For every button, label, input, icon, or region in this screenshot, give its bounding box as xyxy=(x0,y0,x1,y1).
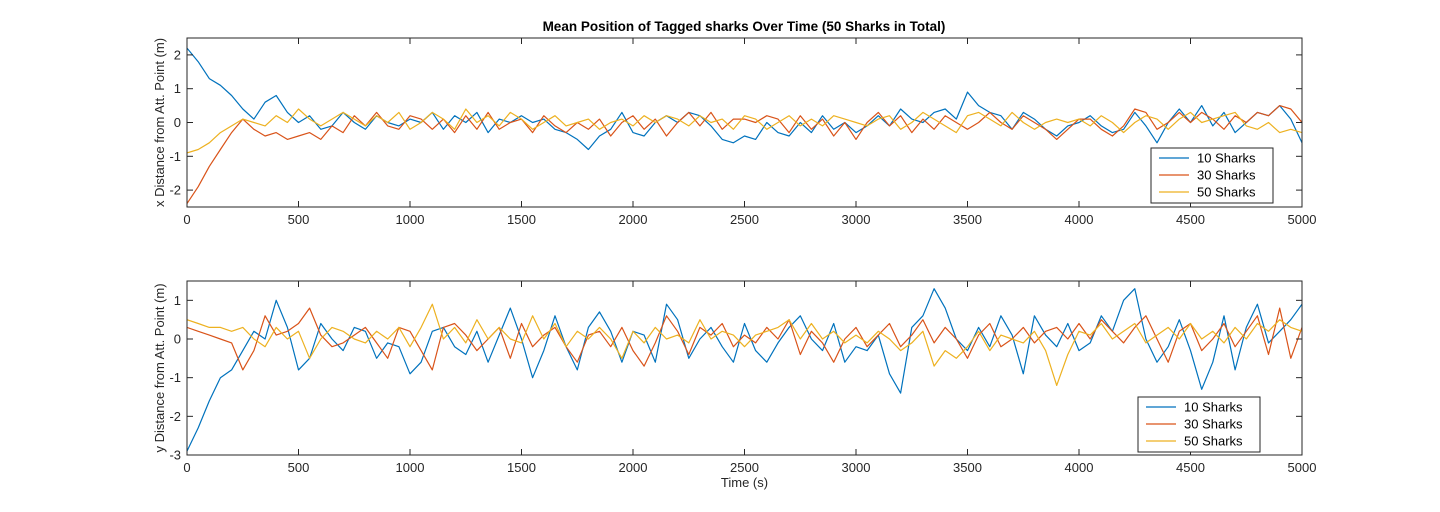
x-tick-label: 4000 xyxy=(1065,212,1094,227)
x-tick-label: 4500 xyxy=(1176,460,1205,475)
y-tick-label: 0 xyxy=(174,332,181,347)
chart-title: Mean Position of Tagged sharks Over Time… xyxy=(543,19,946,34)
x-tick-label: 3000 xyxy=(842,212,871,227)
x-tick-label: 2000 xyxy=(619,460,648,475)
series-line-50-sharks xyxy=(187,108,1302,154)
x-tick-label: 5000 xyxy=(1288,460,1317,475)
y-tick-label: 1 xyxy=(174,293,181,308)
x-tick-label: 1500 xyxy=(507,460,536,475)
x-tick-label: 2500 xyxy=(730,212,759,227)
x-tick-label: 0 xyxy=(183,460,190,475)
legend-entry: 30 Sharks xyxy=(1197,168,1256,183)
series-line-30-sharks xyxy=(187,104,1302,204)
x-tick-label: 1500 xyxy=(507,212,536,227)
x-tick-label: 500 xyxy=(288,212,310,227)
legend-entry: 50 Sharks xyxy=(1184,434,1243,449)
x-tick-label: 3500 xyxy=(953,460,982,475)
y-tick-label: 0 xyxy=(174,115,181,130)
y-axis-label: y Distance from Att. Point (m) xyxy=(152,283,167,452)
legend-entry: 50 Sharks xyxy=(1197,185,1256,200)
series-line-10-sharks xyxy=(187,47,1302,151)
x-tick-label: 4500 xyxy=(1176,212,1205,227)
series-line-10-sharks xyxy=(187,288,1302,452)
legend-entry: 10 Sharks xyxy=(1184,400,1243,415)
x-tick-label: 5000 xyxy=(1288,212,1317,227)
y-tick-label: -1 xyxy=(169,370,181,385)
series-line-30-sharks xyxy=(187,307,1302,371)
series-lines xyxy=(187,288,1302,452)
x-tick-label: 1000 xyxy=(396,212,425,227)
panel-y-distance: 0 500 1000 1500 2000 2500 3000 3500 4000 4500 5000… xyxy=(152,280,1317,490)
y-tick-label: -2 xyxy=(169,409,181,424)
x-tick-label: 1000 xyxy=(396,460,425,475)
y-tick-label: 1 xyxy=(174,81,181,96)
legend-entry: 10 Sharks xyxy=(1197,151,1256,166)
y-tick-label: -1 xyxy=(169,149,181,164)
legend: 10 Sharks 30 Sharks 50 Sharks xyxy=(1137,396,1261,453)
x-tick-label: 2000 xyxy=(619,212,648,227)
x-tick-label: 4000 xyxy=(1065,460,1094,475)
x-tick-label: 3500 xyxy=(953,212,982,227)
panel-x-distance: 0 500 1000 1500 2000 2500 3000 3500 4000 4500 5000… xyxy=(152,37,1317,227)
legend: 10 Sharks 30 Sharks 50 Sharks xyxy=(1150,147,1274,204)
y-tick-label: 2 xyxy=(174,47,181,62)
y-tick-label: -3 xyxy=(169,448,181,463)
x-tick-label: 3000 xyxy=(842,460,871,475)
series-lines xyxy=(187,47,1302,204)
series-line-50-sharks xyxy=(187,303,1302,386)
x-tick-label: 2500 xyxy=(730,460,759,475)
x-axis-label: Time (s) xyxy=(721,475,768,490)
x-tick-label: 0 xyxy=(183,212,190,227)
x-tick-label: 500 xyxy=(288,460,310,475)
y-tick-label: -2 xyxy=(169,183,181,198)
legend-entry: 30 Sharks xyxy=(1184,417,1243,432)
y-axis-label: x Distance from Att. Point (m) xyxy=(152,38,167,207)
